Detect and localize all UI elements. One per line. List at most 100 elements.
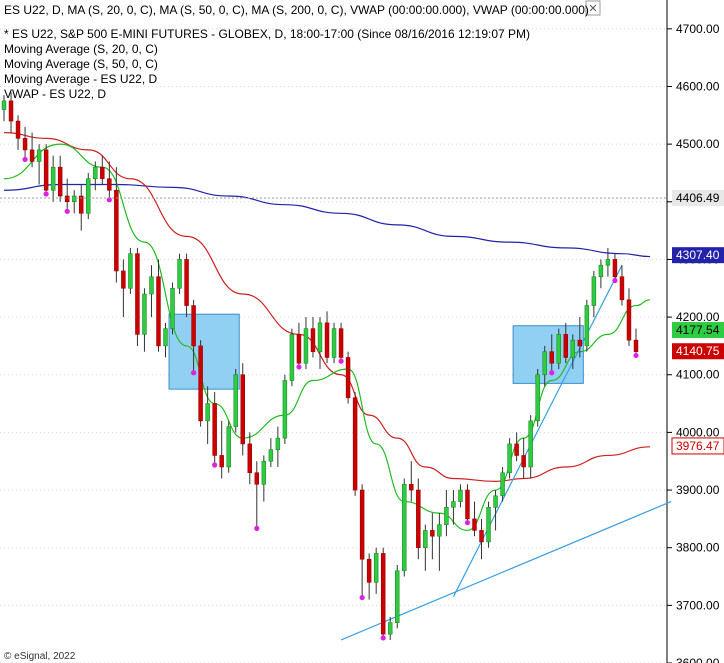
highlight-box bbox=[168, 313, 240, 390]
candle-body bbox=[268, 449, 274, 462]
signal-dot bbox=[43, 191, 49, 197]
price-label-box bbox=[672, 190, 724, 207]
candle-body bbox=[261, 460, 267, 485]
y-tick-label: 3600.00 bbox=[676, 656, 720, 663]
candle-body bbox=[170, 287, 175, 329]
candle-body bbox=[205, 403, 210, 422]
candle-body bbox=[331, 328, 337, 358]
candle-body bbox=[444, 507, 449, 525]
close-box[interactable] bbox=[585, 0, 601, 16]
y-tick-label: 3800.00 bbox=[676, 541, 720, 555]
close-icon[interactable]: ✕ bbox=[588, 3, 597, 15]
candle-body bbox=[198, 345, 203, 422]
y-tick-label: 3900.00 bbox=[676, 483, 720, 497]
candle-body bbox=[387, 622, 393, 635]
signal-dot bbox=[296, 364, 302, 370]
candle-body bbox=[149, 276, 154, 295]
highlight-boxes bbox=[168, 313, 584, 390]
signal-dot bbox=[549, 370, 555, 376]
candle-body bbox=[29, 149, 35, 162]
candle-body bbox=[233, 374, 238, 427]
y-axis-ticks: 3600.00 3700.00 3800.00 3900.00 4000.00 4100.… bbox=[667, 22, 720, 663]
candle-body bbox=[549, 351, 554, 364]
candle-body bbox=[1, 100, 7, 110]
signal-dot bbox=[464, 520, 471, 526]
candle-body bbox=[612, 259, 618, 278]
candle-body bbox=[15, 120, 21, 139]
signal-dot bbox=[338, 358, 344, 364]
price-labels: 4406.49 4307.40 4177.54 4140.75 3976.47 bbox=[0, 190, 724, 455]
price-label-box bbox=[672, 247, 724, 264]
watermark: © eSignal, 2022 bbox=[4, 651, 76, 662]
y-tick-label: 4500.00 bbox=[676, 137, 720, 151]
ma20-line bbox=[3, 143, 651, 532]
candle-body bbox=[591, 276, 597, 306]
candle-body bbox=[240, 374, 245, 445]
candle-body bbox=[57, 166, 63, 197]
y-tick-label: 4600.00 bbox=[676, 79, 720, 93]
legend-line: * ES U22, S&P 500 E-MINI FUTURES - GLOBE… bbox=[4, 27, 530, 41]
candle-body bbox=[556, 334, 561, 364]
candle-body bbox=[373, 553, 379, 583]
candle-body bbox=[43, 149, 49, 191]
price-label-box bbox=[672, 322, 724, 339]
candle-body bbox=[486, 507, 491, 543]
candle-body bbox=[352, 397, 358, 491]
trendline bbox=[452, 264, 623, 597]
candle-body bbox=[570, 339, 576, 358]
signal-dot bbox=[22, 156, 28, 163]
legend-line: Moving Average (S, 20, 0, C) bbox=[4, 42, 158, 56]
candle-body bbox=[535, 374, 540, 422]
candle-body bbox=[317, 322, 323, 352]
candle-body bbox=[254, 472, 260, 485]
header-title: ES U22, D, MA (S, 20, 0, C), MA (S, 50, … bbox=[4, 3, 589, 17]
candle-body bbox=[177, 259, 182, 289]
candle-body bbox=[121, 270, 126, 289]
legend-line: Moving Average - ES U22, D bbox=[4, 72, 158, 86]
price-label-text: 4406.49 bbox=[676, 191, 720, 205]
signal-dot bbox=[64, 208, 70, 214]
y-tick-label: 4200.00 bbox=[676, 310, 720, 324]
candle-body bbox=[402, 483, 407, 572]
candle-body bbox=[22, 138, 28, 151]
candle-body bbox=[521, 455, 526, 468]
price-label-text: 4140.75 bbox=[676, 344, 720, 358]
candle-body bbox=[191, 305, 196, 347]
candle-body bbox=[528, 420, 533, 468]
price-label-text: 4307.40 bbox=[676, 248, 720, 262]
candle-body bbox=[345, 357, 351, 399]
y-tick-label: 4000.00 bbox=[676, 425, 720, 439]
candle-body bbox=[633, 339, 639, 352]
candle-body bbox=[184, 259, 189, 306]
candle-body bbox=[472, 518, 477, 531]
candle-body bbox=[135, 253, 140, 335]
candle-body bbox=[324, 322, 330, 358]
candle-body bbox=[563, 334, 569, 358]
candle-body bbox=[500, 472, 505, 497]
candle-body bbox=[380, 553, 386, 635]
candle-body bbox=[100, 166, 105, 180]
candle-body bbox=[359, 489, 365, 560]
candle-body bbox=[395, 570, 400, 623]
y-tick-label: 4100.00 bbox=[676, 368, 720, 382]
price-label-text: 3976.47 bbox=[676, 439, 720, 453]
candle-body bbox=[626, 299, 632, 341]
candle-body bbox=[423, 530, 428, 548]
candle-body bbox=[479, 530, 484, 543]
y-tick-label: 4700.00 bbox=[676, 22, 720, 36]
legend-lines: * ES U22, S&P 500 E-MINI FUTURES - GLOBE… bbox=[4, 27, 530, 101]
candle-body bbox=[107, 178, 112, 191]
y-gridlines bbox=[0, 28, 666, 663]
candle-body bbox=[114, 189, 119, 272]
signal-dot bbox=[254, 525, 260, 532]
candle-body bbox=[577, 339, 583, 347]
signal-dot bbox=[633, 352, 639, 359]
legend-line: VWAP - ES U22, D bbox=[4, 87, 106, 101]
candle-body bbox=[93, 166, 98, 180]
candle-body bbox=[507, 443, 512, 474]
candle-body bbox=[163, 328, 168, 347]
ma50-line bbox=[3, 132, 651, 482]
candle-body bbox=[366, 558, 372, 583]
